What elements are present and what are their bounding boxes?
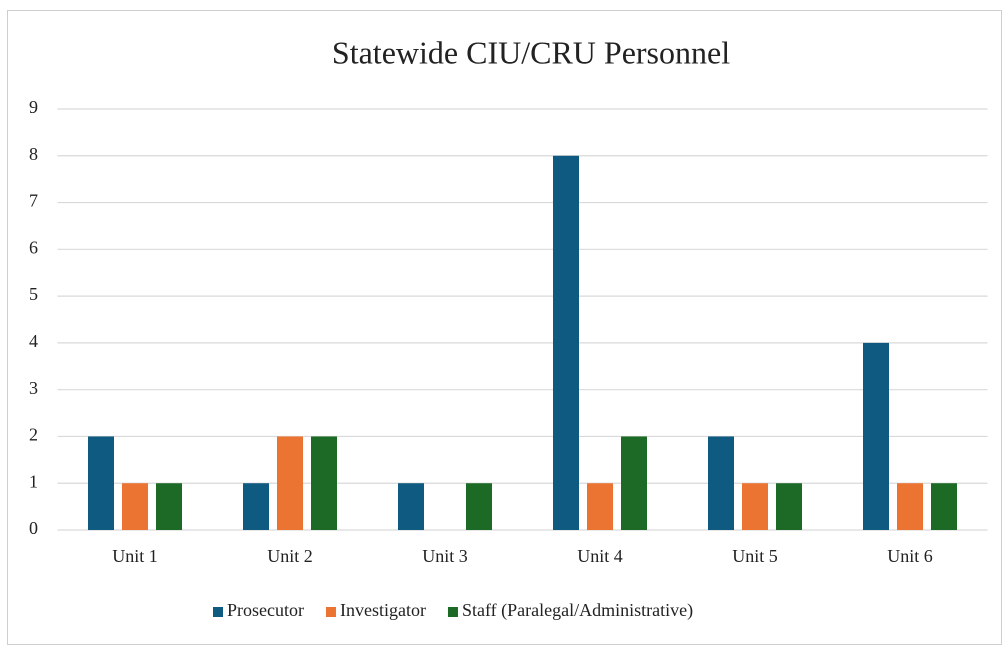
- y-tick-label: 9: [29, 97, 38, 117]
- y-tick-label: 6: [29, 237, 38, 257]
- bar: [466, 483, 492, 530]
- x-tick-label: Unit 3: [422, 546, 468, 566]
- bar: [742, 483, 768, 530]
- bar: [277, 436, 303, 530]
- x-tick-label: Unit 5: [732, 546, 778, 566]
- bar: [931, 483, 957, 530]
- x-tick-label: Unit 2: [267, 546, 313, 566]
- bar: [311, 436, 337, 530]
- bar: [587, 483, 613, 530]
- y-tick-label: 4: [29, 331, 38, 351]
- legend-swatch: [325, 607, 336, 617]
- y-tick-label: 1: [29, 471, 38, 491]
- x-tick-label: Unit 6: [887, 546, 933, 566]
- x-tick-label: Unit 4: [577, 546, 623, 566]
- chart-border: [7, 10, 1002, 645]
- y-tick-label: 8: [29, 144, 38, 164]
- legend-label: Investigator: [340, 600, 426, 620]
- legend-label: Prosecutor: [227, 600, 304, 620]
- legend-swatch: [213, 607, 223, 617]
- x-tick-label: Unit 1: [112, 546, 158, 566]
- bar: [88, 436, 114, 530]
- y-tick-label: 0: [29, 518, 38, 538]
- bar: [776, 483, 802, 530]
- legend-label: Staff (Paralegal/Administrative): [462, 600, 693, 621]
- bar: [398, 483, 424, 530]
- bar: [553, 155, 579, 530]
- y-tick-label: 5: [29, 284, 38, 304]
- chart-title: Statewide CIU/CRU Personnel: [332, 34, 730, 70]
- y-tick-label: 7: [29, 191, 38, 211]
- bar: [621, 436, 647, 530]
- bar: [708, 436, 734, 530]
- bar: [156, 483, 182, 530]
- bar: [122, 483, 148, 530]
- legend-swatch: [447, 607, 458, 617]
- bar: [863, 342, 889, 530]
- bar: [243, 483, 269, 530]
- y-tick-label: 2: [29, 425, 38, 445]
- y-tick-label: 3: [29, 378, 38, 398]
- bar: [897, 483, 923, 530]
